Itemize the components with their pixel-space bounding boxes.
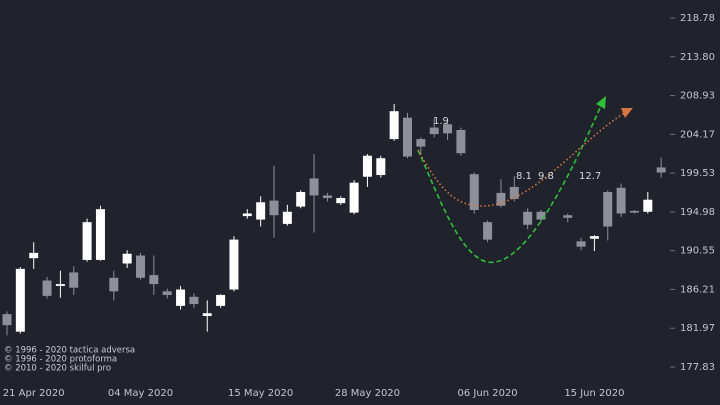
candle-body — [269, 200, 279, 216]
y-tick-label: 213.80 — [680, 52, 715, 63]
candle-body — [282, 211, 292, 224]
candle-body — [176, 289, 186, 306]
y-tick-label: 186.21 — [680, 284, 715, 295]
copyright-note: © 1996 - 2020 tactica adversa — [4, 346, 135, 356]
annotation: 1.9 — [433, 116, 449, 127]
y-tick-label: 218.78 — [680, 13, 715, 24]
y-tick-label: 181.97 — [680, 323, 715, 334]
candle-body — [629, 210, 639, 213]
candle-body — [469, 174, 479, 211]
candle-body — [95, 209, 105, 260]
arrow-head — [621, 108, 633, 118]
candle-body — [162, 291, 172, 295]
candle-body — [2, 314, 12, 326]
candle-body — [69, 272, 79, 288]
candle-body — [122, 253, 132, 264]
candle-body — [109, 277, 119, 292]
annotation: 9.8 — [538, 171, 554, 182]
candle-body — [296, 192, 306, 207]
candle-body — [523, 211, 533, 225]
candle-body — [136, 255, 145, 278]
projection-orange — [417, 111, 627, 207]
candle-body — [389, 111, 399, 140]
candle-body — [15, 268, 25, 332]
candle-body — [256, 202, 266, 220]
candle-body — [483, 222, 493, 240]
candle-body — [563, 215, 573, 218]
candle-body — [429, 127, 439, 135]
projection-green — [417, 100, 604, 264]
candle-body — [589, 236, 599, 239]
candle-body — [509, 186, 519, 199]
x-tick-label: 15 May 2020 — [228, 388, 293, 399]
annotation: 8.1 — [516, 171, 532, 182]
candle-body — [309, 178, 319, 196]
y-tick-label: 194.98 — [680, 207, 715, 218]
y-tick-label: 204.17 — [680, 129, 715, 140]
candle-body — [362, 155, 372, 177]
candle-body — [82, 222, 92, 260]
candle-body — [55, 284, 65, 286]
candle-body — [576, 241, 586, 247]
candle-body — [403, 117, 412, 157]
candle-body — [416, 139, 426, 147]
candle-body — [242, 213, 252, 217]
annotation: 12.7 — [579, 171, 601, 182]
candle-body — [149, 275, 159, 285]
candle-body — [29, 252, 39, 259]
y-tick-label: 208.93 — [680, 91, 715, 102]
y-tick-label: 199.53 — [680, 168, 715, 179]
x-tick-label: 04 May 2020 — [108, 388, 173, 399]
candle-body — [376, 158, 386, 176]
candle-body — [189, 296, 199, 305]
y-tick-label: 190.55 — [680, 246, 715, 257]
candle-body — [496, 192, 506, 206]
copyright-note: © 2010 - 2020 skilful pro — [4, 364, 111, 374]
candle-body — [616, 187, 626, 214]
candle-body — [443, 124, 453, 134]
arrow-head — [596, 96, 606, 109]
candle-body — [643, 199, 653, 212]
x-tick-label: 15 Jun 2020 — [564, 388, 624, 399]
candle-body — [336, 198, 346, 204]
candle-body — [202, 313, 212, 316]
candle-body — [656, 167, 666, 173]
candle-body — [456, 130, 466, 154]
x-tick-label: 21 Apr 2020 — [3, 388, 65, 399]
candle-body — [603, 192, 613, 227]
x-tick-label: 06 Jun 2020 — [458, 388, 518, 399]
candle-body — [42, 280, 52, 296]
copyright-note: © 1996 - 2020 protoforma — [4, 355, 117, 365]
y-tick-label: 177.83 — [680, 362, 715, 373]
x-tick-label: 28 May 2020 — [335, 388, 400, 399]
candle-body — [216, 294, 226, 306]
plot — [2, 103, 666, 336]
candle-body — [536, 211, 546, 220]
candle-body — [349, 182, 359, 213]
candle-body — [229, 239, 239, 290]
candle-body — [322, 195, 332, 199]
